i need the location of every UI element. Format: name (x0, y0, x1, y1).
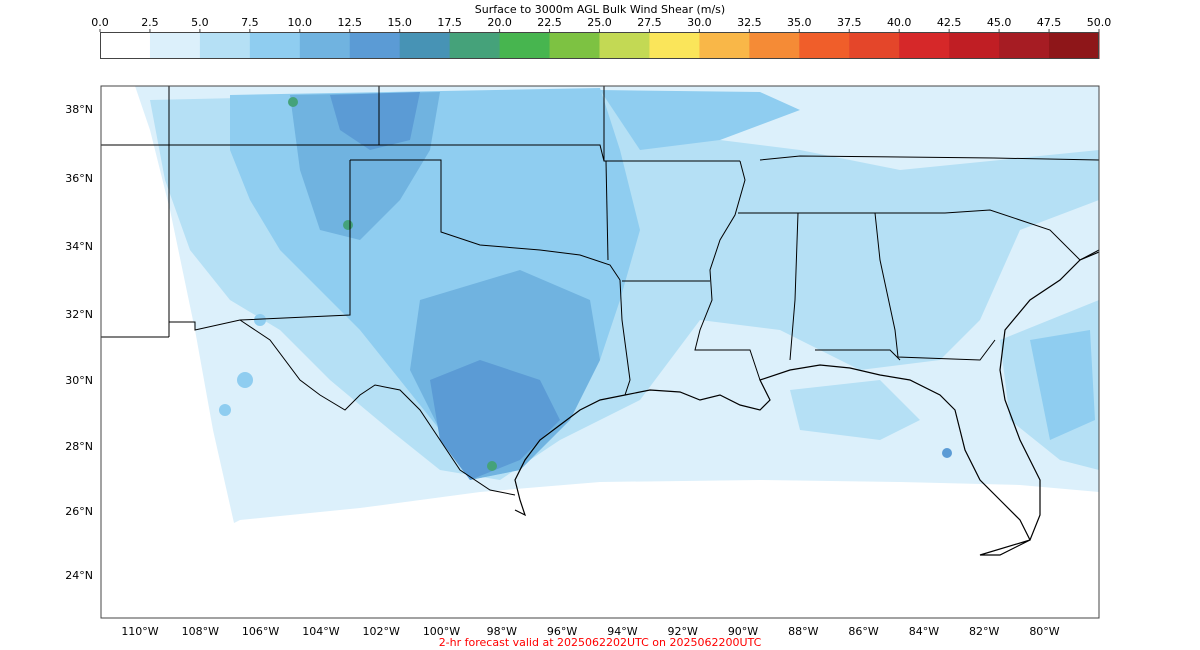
figure-title: Surface to 3000m AGL Bulk Wind Shear (m/… (474, 3, 726, 16)
colorbar-tick-label: 30.0 (687, 16, 712, 29)
shear-spot-3 (487, 461, 497, 471)
colorbar-tick-label: 35.0 (787, 16, 812, 29)
colorbar-swatch (149, 32, 201, 59)
colorbar-tick-label: 32.5 (737, 16, 762, 29)
colorbar-swatch (699, 32, 750, 59)
latitude-labels: 38°N 36°N 34°N 32°N 30°N 28°N 26°N 24°N (65, 103, 93, 582)
shear-band-12 (330, 92, 420, 150)
colorbar-tick-label: 5.0 (191, 16, 209, 29)
shear-spot-6 (219, 404, 231, 416)
latitude-label: 30°N (65, 374, 93, 387)
longitude-label: 102°W (363, 625, 400, 638)
colorbar-tick-label: 27.5 (637, 16, 662, 29)
latitude-label: 38°N (65, 103, 93, 116)
colorbar-tick-label: 20.0 (487, 16, 512, 29)
colorbar (100, 32, 1100, 59)
colorbar-tick-label: 0.0 (91, 16, 109, 29)
colorbar-swatch (299, 32, 351, 59)
gulf-coastline (514, 251, 1099, 556)
state-boundaries (101, 86, 1099, 396)
longitude-label: 92°W (668, 625, 698, 638)
map-panel (101, 86, 1099, 556)
colorbar-tick-label: 7.5 (241, 16, 259, 29)
shear-band-7c (1030, 330, 1095, 440)
map-frame (100, 85, 1100, 619)
colorbar-swatch (449, 32, 501, 59)
shear-band-12b (430, 360, 560, 480)
colorbar-swatch (899, 32, 950, 59)
rio-grande-border (239, 319, 516, 496)
colorbar-tick-label: 45.0 (987, 16, 1012, 29)
colorbar-tick-labels: 0.0 2.5 5.0 7.5 10.0 12.5 15.0 17.5 20.0 22.5 25.0… (91, 16, 1112, 32)
longitude-label: 84°W (909, 625, 939, 638)
longitude-label: 90°W (728, 625, 758, 638)
colorbar-swatch (649, 32, 700, 59)
shear-spot-7 (254, 314, 266, 326)
colorbar-tick-label: 40.0 (887, 16, 912, 29)
colorbar-tick-label: 47.5 (1037, 16, 1062, 29)
longitude-label: 88°W (788, 625, 818, 638)
latitude-label: 36°N (65, 172, 93, 185)
colorbar-tick-label: 15.0 (387, 16, 412, 29)
longitude-label: 98°W (487, 625, 517, 638)
colorbar-tick-label: 2.5 (141, 16, 159, 29)
latitude-label: 34°N (65, 240, 93, 253)
colorbar-tick-label: 25.0 (587, 16, 612, 29)
longitude-label: 96°W (547, 625, 577, 638)
latitude-label: 32°N (65, 308, 93, 321)
shear-band-5c (790, 380, 920, 440)
shear-spot-5 (237, 372, 253, 388)
colorbar-tick-label: 50.0 (1087, 16, 1112, 29)
longitude-label: 110°W (121, 625, 158, 638)
colorbar-tick-label: 37.5 (837, 16, 862, 29)
longitude-label: 104°W (302, 625, 339, 638)
colorbar-swatch (349, 32, 401, 59)
colorbar-swatch (100, 32, 151, 59)
longitude-label: 86°W (848, 625, 878, 638)
longitude-label: 100°W (423, 625, 460, 638)
longitude-label: 108°W (182, 625, 219, 638)
colorbar-swatch (599, 32, 650, 59)
colorbar-swatch (799, 32, 850, 59)
colorbar-swatch (399, 32, 451, 59)
shear-spot-1 (288, 97, 298, 107)
shear-spot-4 (942, 448, 952, 458)
colorbar-frame (100, 32, 1099, 59)
colorbar-swatch (499, 32, 551, 59)
colorbar-tick-label: 22.5 (537, 16, 562, 29)
latitude-label: 26°N (65, 505, 93, 518)
longitude-label: 80°W (1029, 625, 1059, 638)
colorbar-swatch (249, 32, 301, 59)
shear-band-7b (600, 90, 800, 150)
colorbar-tick-label: 42.5 (937, 16, 962, 29)
longitude-label: 94°W (607, 625, 637, 638)
colorbar-swatch (199, 32, 251, 59)
colorbar-swatch (999, 32, 1050, 59)
colorbar-swatch (749, 32, 800, 59)
longitude-label: 82°W (969, 625, 999, 638)
colorbar-tick-label: 10.0 (288, 16, 313, 29)
latitude-label: 28°N (65, 440, 93, 453)
colorbar-swatch (849, 32, 900, 59)
colorbar-swatch (549, 32, 600, 59)
colorbar-swatch (1049, 32, 1100, 59)
latitude-label: 24°N (65, 569, 93, 582)
forecast-caption: 2-hr forecast valid at 2025062202UTC on … (438, 636, 762, 649)
longitude-label: 106°W (242, 625, 279, 638)
shear-spot-2 (343, 220, 353, 230)
longitude-labels: 110°W 108°W 106°W 104°W 102°W 100°W 98°W 96°W 94… (121, 625, 1059, 638)
colorbar-tick-label: 17.5 (437, 16, 462, 29)
colorbar-tick-label: 12.5 (338, 16, 363, 29)
colorbar-swatch (949, 32, 1000, 59)
